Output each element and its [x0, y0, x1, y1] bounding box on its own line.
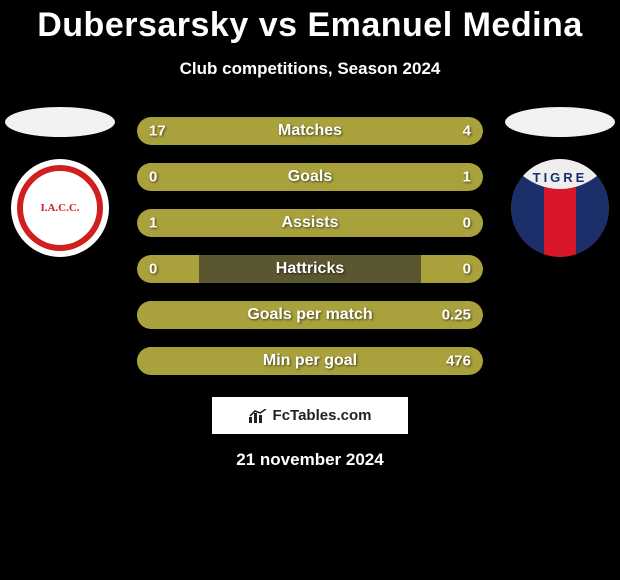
stats-diagram: I.A.C.C. TIGRE 17 Matches 4 0 Goals 1 1 Assists… [0, 117, 620, 375]
player-left-column: I.A.C.C. [0, 107, 120, 257]
stat-row: Min per goal 476 [137, 347, 483, 375]
stat-value-right: 0 [463, 261, 471, 278]
stat-label: Goals per match [247, 306, 372, 324]
stat-bars: 17 Matches 4 0 Goals 1 1 Assists 0 0 Hattricks 0 Goa… [137, 117, 483, 375]
bar-fill-right [421, 255, 483, 283]
stat-value-right: 0 [463, 215, 471, 232]
stat-label: Assists [282, 214, 339, 232]
comparison-infographic: Dubersarsky vs Emanuel Medina Club compe… [0, 0, 620, 580]
page-title: Dubersarsky vs Emanuel Medina [0, 6, 620, 45]
stat-value-right: 0.25 [442, 307, 471, 324]
date-label: 21 november 2024 [0, 450, 620, 470]
stat-row: 0 Goals 1 [137, 163, 483, 191]
attribution-badge: FcTables.com [212, 397, 408, 434]
stat-value-right: 476 [446, 353, 471, 370]
bar-fill-right [421, 209, 483, 237]
player-right-column: TIGRE [500, 107, 620, 257]
stat-label: Goals [288, 168, 332, 186]
stat-label: Min per goal [263, 352, 357, 370]
stat-row: 0 Hattricks 0 [137, 255, 483, 283]
stat-row: Goals per match 0.25 [137, 301, 483, 329]
club-crest-right: TIGRE [511, 159, 609, 257]
stat-row: 17 Matches 4 [137, 117, 483, 145]
stat-row: 1 Assists 0 [137, 209, 483, 237]
stat-label: Matches [278, 122, 342, 140]
stat-label: Hattricks [276, 260, 344, 278]
stat-value-left: 17 [149, 123, 166, 140]
crest-inner-text: I.A.C.C. [35, 183, 85, 233]
page-subtitle: Club competitions, Season 2024 [0, 59, 620, 79]
stat-value-right: 1 [463, 169, 471, 186]
bar-fill-left [137, 255, 199, 283]
chart-icon [249, 409, 267, 423]
player-left-ellipse [5, 107, 115, 137]
club-crest-left: I.A.C.C. [11, 159, 109, 257]
attribution-text: FcTables.com [273, 407, 372, 424]
stat-value-left: 1 [149, 215, 157, 232]
bar-fill-right [417, 117, 483, 145]
stat-value-left: 0 [149, 169, 157, 186]
stat-value-right: 4 [463, 123, 471, 140]
player-right-ellipse [505, 107, 615, 137]
stat-value-left: 0 [149, 261, 157, 278]
